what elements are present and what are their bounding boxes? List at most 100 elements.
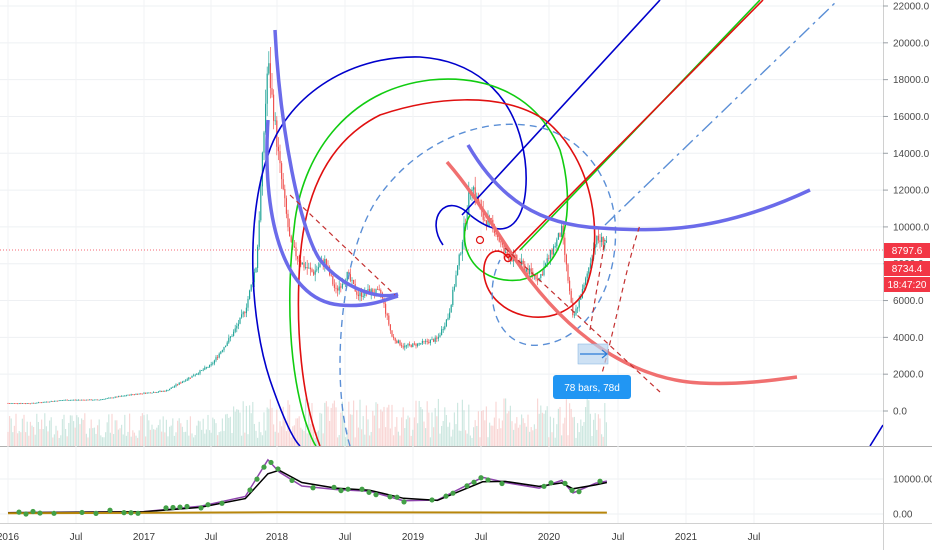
volume-bar [554, 437, 556, 446]
salmon-arc[interactable] [445, 160, 798, 386]
volume-bar [202, 418, 204, 446]
candle-body [218, 353, 220, 358]
candle-body [439, 335, 441, 337]
candle-body [53, 400, 55, 402]
volume-bar [52, 437, 54, 446]
volume-bar [473, 427, 475, 446]
price-axis[interactable]: 22000.0 20000.0 18000.0 16000.0 14000.0 12000… [883, 2, 930, 418]
volume-bar [186, 419, 188, 446]
candle-body [129, 394, 131, 396]
volume-bar [253, 423, 255, 446]
green-fib-spiral[interactable] [289, 78, 569, 446]
volume-bar [413, 417, 415, 446]
candle-body [33, 402, 35, 404]
indicator-marker [576, 489, 582, 495]
indicator-lines[interactable] [7, 458, 608, 517]
candle-body [77, 399, 79, 401]
range-label: 78 bars, 78d [564, 383, 620, 394]
candle-body [437, 336, 439, 339]
candle-body [551, 249, 553, 255]
volume-bar [55, 425, 57, 446]
purple-long-arc[interactable] [466, 144, 811, 232]
blue-edge-line[interactable] [869, 424, 883, 446]
indicator-axis[interactable]: 10000.00 0.00 [893, 475, 932, 521]
candle-body [113, 397, 115, 399]
purple-arc-bottom[interactable] [265, 119, 399, 308]
purple-arc-top[interactable] [273, 29, 399, 298]
candle-body [65, 399, 67, 401]
candle-body [589, 263, 591, 268]
volume-bar [26, 421, 28, 446]
blue-spiral-ray[interactable] [461, 0, 661, 216]
indicator-pane[interactable] [0, 447, 883, 523]
red-fib-spiral[interactable] [297, 99, 596, 446]
candle-body [516, 255, 518, 262]
volume-bar [479, 437, 481, 446]
candle-body [549, 249, 551, 259]
price-badge-close-text: 8734.4 [892, 264, 923, 275]
volume-bar [159, 419, 161, 446]
volume-bar [101, 437, 103, 446]
candle-body [148, 392, 150, 394]
date-range-tool[interactable]: 78 bars, 78d [553, 343, 631, 399]
red-dashed-channel-2[interactable] [589, 239, 606, 331]
volume-bar [289, 404, 291, 446]
candle-body [428, 341, 430, 344]
candle-body [92, 399, 94, 401]
candle-body [223, 347, 225, 351]
volume-bar [252, 401, 254, 446]
volume-bar [124, 414, 126, 446]
indicator-marker [478, 475, 484, 481]
volume-bar [31, 425, 33, 446]
candle-body [183, 380, 185, 382]
candle-body [106, 398, 108, 400]
candle-body [159, 390, 161, 392]
red-dashed-trend[interactable] [289, 194, 396, 296]
candle-body [559, 233, 561, 237]
candle-body [151, 392, 153, 394]
candle-body [282, 179, 284, 190]
time-axis[interactable]: 2016 Jul 2017 Jul 2018 Jul 2019 Jul 2020 Jul 2021 J… [0, 532, 760, 543]
volume-bar [341, 401, 343, 446]
candle-body [55, 400, 57, 402]
volume-bar [353, 400, 355, 446]
candle-body [52, 401, 54, 402]
volume-bar [25, 432, 27, 446]
candle-body [244, 312, 246, 314]
candle-body [377, 289, 379, 290]
candle-body [45, 401, 47, 403]
blue-fib-spiral[interactable] [252, 56, 527, 446]
volume-bar [511, 421, 513, 446]
dashed-blue-arc[interactable] [339, 123, 617, 446]
volume-bar [455, 424, 457, 446]
candle-body [74, 399, 76, 401]
volume-bar [151, 424, 153, 446]
red-spiral-ray[interactable] [507, 0, 764, 259]
time-tick-label: Jul [612, 532, 625, 543]
red-small-circle[interactable] [503, 253, 513, 263]
indicator-marker [310, 485, 316, 491]
volume-bar [540, 405, 542, 446]
indicator-marker [16, 509, 22, 515]
candle-body [599, 240, 601, 242]
drawings-layer[interactable] [252, 0, 883, 446]
volume-bar [482, 410, 484, 446]
volume-bar [205, 429, 207, 446]
volume-bar [138, 430, 140, 446]
volume-bar [129, 413, 131, 446]
main-pane[interactable] [0, 0, 883, 446]
volume-bar [188, 435, 190, 446]
red-small-circle[interactable] [475, 235, 485, 245]
candle-body [597, 235, 599, 241]
volume-bar [429, 437, 431, 446]
candle-body [293, 246, 295, 248]
candle-body [487, 218, 489, 227]
candle-body [49, 401, 51, 403]
candle-body [205, 367, 207, 369]
candle-body [417, 343, 419, 346]
volume-bar [546, 406, 548, 446]
volume-bar [111, 413, 113, 446]
volume-bar [165, 419, 167, 446]
volume-bar [541, 412, 543, 446]
